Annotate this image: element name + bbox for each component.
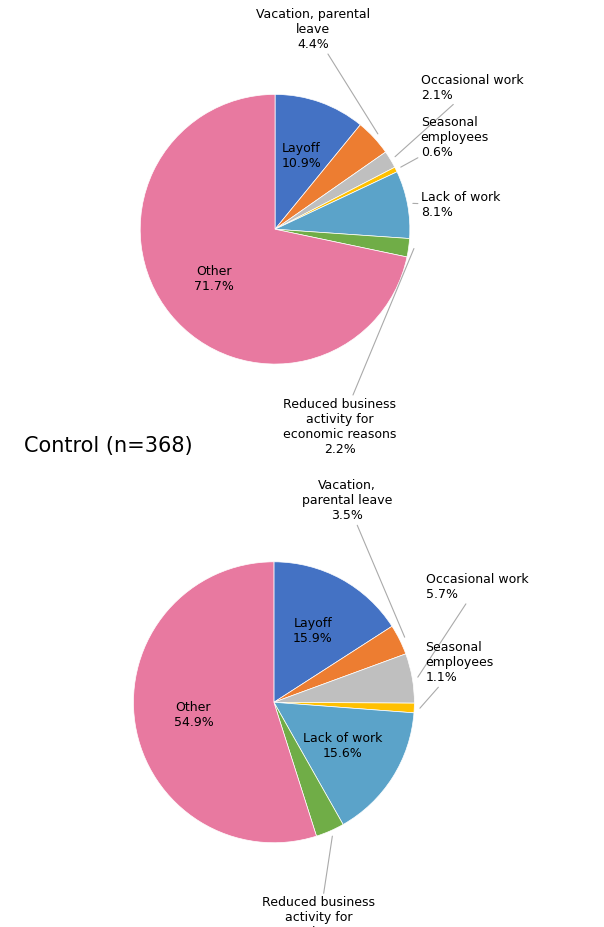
Text: Occasional work
2.1%: Occasional work 2.1%: [395, 73, 523, 157]
Text: Vacation,
parental leave
3.5%: Vacation, parental leave 3.5%: [302, 479, 405, 637]
Text: Lack of work
8.1%: Lack of work 8.1%: [413, 191, 500, 219]
Wedge shape: [133, 562, 316, 843]
Wedge shape: [274, 703, 343, 836]
Wedge shape: [275, 152, 395, 229]
Wedge shape: [274, 627, 406, 703]
Wedge shape: [275, 167, 397, 229]
Text: Other
71.7%: Other 71.7%: [194, 264, 234, 293]
Text: Vacation, parental
leave
4.4%: Vacation, parental leave 4.4%: [255, 8, 378, 133]
Text: Seasonal
employees
0.6%: Seasonal employees 0.6%: [401, 116, 489, 167]
Text: Layoff
15.9%: Layoff 15.9%: [293, 616, 333, 645]
Wedge shape: [274, 703, 414, 713]
Wedge shape: [275, 95, 361, 229]
Text: Other
54.9%: Other 54.9%: [173, 701, 213, 729]
Text: Lack of work
15.6%: Lack of work 15.6%: [303, 732, 382, 760]
Text: Reduced business
activity for
economic reasons
2.2%: Reduced business activity for economic r…: [283, 248, 414, 456]
Text: Seasonal
employees
1.1%: Seasonal employees 1.1%: [420, 641, 494, 708]
Wedge shape: [274, 562, 392, 703]
Text: Reduced business
activity for
economic reasons
3.3%: Reduced business activity for economic r…: [262, 836, 376, 927]
Wedge shape: [275, 125, 385, 229]
Wedge shape: [140, 95, 407, 364]
Wedge shape: [274, 654, 414, 704]
Wedge shape: [275, 171, 410, 238]
Wedge shape: [275, 229, 410, 257]
Wedge shape: [274, 703, 414, 824]
Text: Layoff
10.9%: Layoff 10.9%: [281, 142, 321, 170]
Text: Control (n=368): Control (n=368): [24, 437, 193, 456]
Text: Occasional work
5.7%: Occasional work 5.7%: [418, 573, 528, 677]
